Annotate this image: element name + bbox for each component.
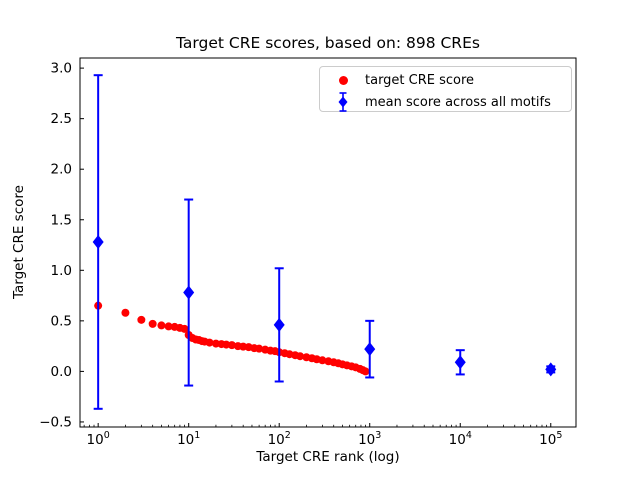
- legend: target CRE score mean score across all m…: [319, 66, 572, 112]
- x-tick-label: 100: [87, 430, 110, 448]
- y-tick-label: 0.5: [51, 313, 72, 329]
- x-tick-label: 105: [539, 430, 562, 448]
- legend-label-target: target CRE score: [365, 72, 475, 88]
- plot-frame: [79, 57, 577, 428]
- x-axis-minor-ticks: [83, 424, 548, 427]
- x-tick-label: 103: [358, 430, 381, 448]
- data-point: [205, 338, 214, 347]
- blue-diamond-errorbar-icon: [334, 91, 352, 113]
- y-tick-label: 0.0: [51, 364, 72, 380]
- data-point: [164, 322, 173, 331]
- y-tick-label: 2.5: [51, 111, 72, 127]
- data-point: [361, 367, 370, 376]
- chart-title: Target CRE scores, based on: 898 CREs: [176, 34, 480, 52]
- y-tick-label: 2.0: [51, 162, 72, 178]
- y-tick-label: 1.5: [51, 212, 72, 228]
- series-mean-score: [92, 74, 557, 410]
- x-tick-label: 102: [268, 430, 291, 448]
- legend-item-target: target CRE score: [334, 69, 565, 91]
- data-point: [227, 341, 236, 350]
- y-axis-label: Target CRE score: [11, 185, 27, 300]
- x-axis-ticks: 100 101 102 103 104 105: [87, 423, 562, 448]
- y-tick-label: 1.0: [51, 263, 72, 279]
- y-tick-label: −0.5: [39, 414, 72, 430]
- x-tick-label: 101: [177, 430, 200, 448]
- data-point: [273, 317, 285, 332]
- data-point: [137, 315, 146, 324]
- x-tick-label: 104: [449, 430, 472, 448]
- data-point: [454, 355, 466, 370]
- data-point: [183, 285, 195, 300]
- data-point: [180, 324, 189, 333]
- data-point: [296, 352, 305, 361]
- y-tick-label: 3.0: [51, 61, 72, 77]
- data-point: [545, 362, 557, 377]
- data-point: [92, 234, 104, 249]
- red-circle-marker-icon: [334, 69, 352, 91]
- x-axis-label: Target CRE rank (log): [256, 449, 400, 465]
- legend-label-mean: mean score across all motifs: [365, 94, 551, 110]
- y-axis-ticks: −0.5 0.0 0.5 1.0 1.5 2.0 2.5 3.0: [39, 61, 84, 430]
- data-point: [318, 356, 327, 365]
- data-point: [121, 308, 130, 317]
- data-point: [157, 321, 166, 330]
- data-point: [148, 319, 157, 328]
- data-point: [255, 344, 264, 353]
- data-point: [364, 342, 376, 357]
- legend-item-mean: mean score across all motifs: [334, 91, 565, 113]
- series-target-cre-score: [94, 301, 370, 376]
